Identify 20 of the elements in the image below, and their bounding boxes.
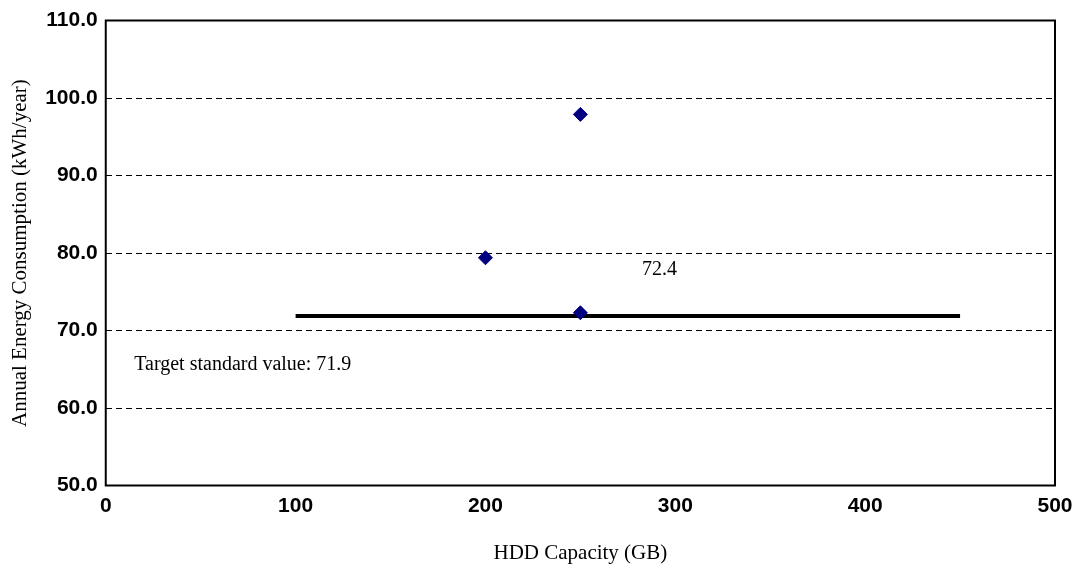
point [477, 250, 493, 266]
annotation: 72.4 [642, 256, 678, 279]
y-tick-label: 80.0 [56, 239, 98, 263]
y-tick-label: 50.0 [56, 472, 98, 496]
y-axis-title: Annual Energy Consumption (kWh/year) [7, 79, 32, 427]
y-tick-label: 70.0 [56, 317, 98, 341]
point [572, 305, 588, 321]
point [572, 106, 588, 122]
y-tick-label: 60.0 [56, 394, 98, 418]
x-tick-label: 500 [1037, 493, 1073, 516]
x-tick-label: 300 [657, 493, 693, 516]
x-tick-label: 100 [278, 493, 314, 516]
y-tick-label: 90.0 [56, 162, 98, 186]
x-axis-title: HDD Capacity (GB) [493, 539, 668, 564]
x-tick-label: 200 [467, 493, 503, 516]
x-tick-label: 400 [847, 493, 883, 516]
y-tick-label: 100.0 [45, 84, 98, 108]
annotation: Target standard value: 71.9 [134, 351, 352, 375]
x-tick-label: 0 [99, 493, 112, 516]
y-tick-label: 110.0 [46, 7, 98, 31]
